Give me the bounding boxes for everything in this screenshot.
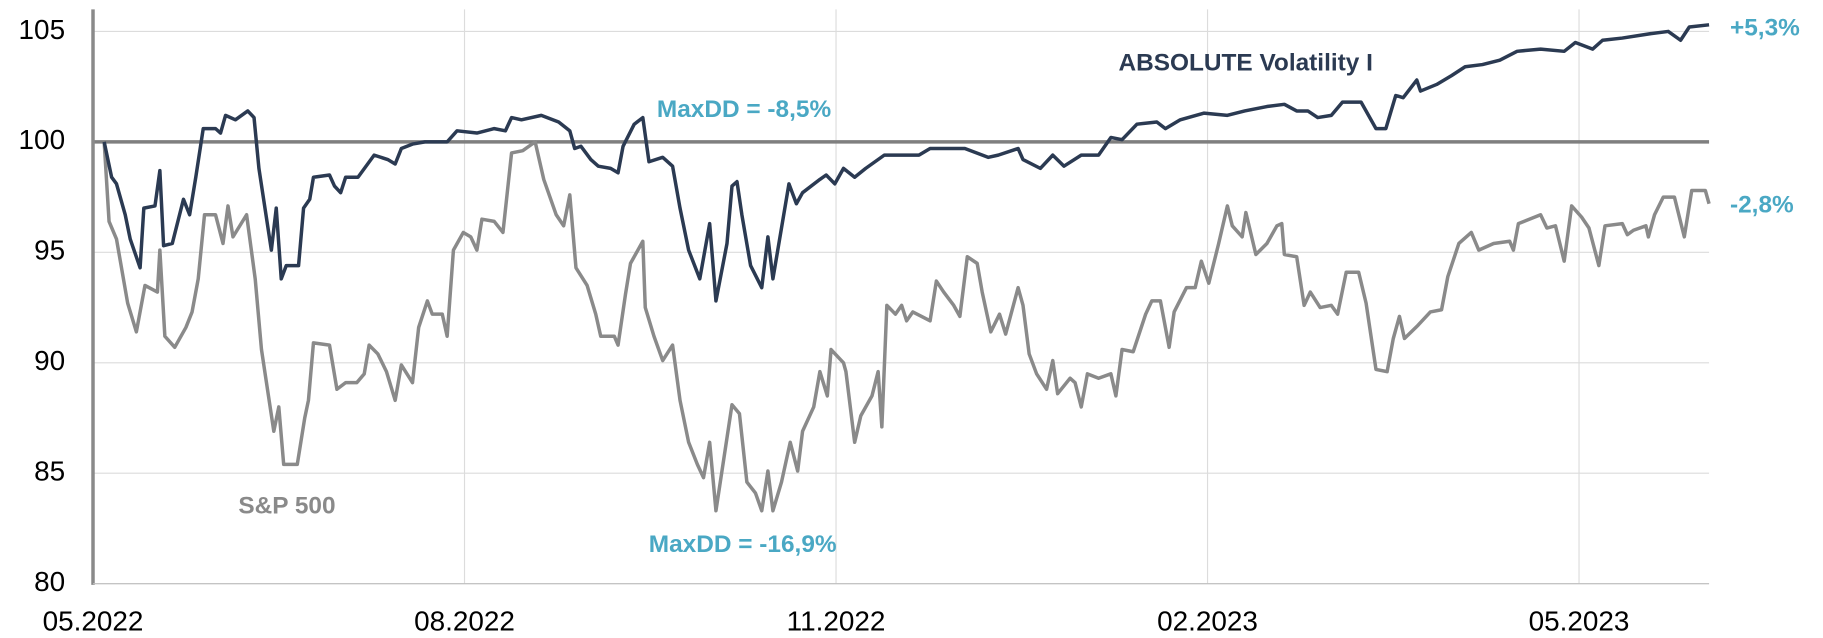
y-tick-label: 105 bbox=[19, 14, 66, 45]
series-line bbox=[102, 140, 1711, 513]
y-tick-label: 100 bbox=[19, 124, 66, 155]
annotation: MaxDD = -16,9% bbox=[649, 531, 837, 558]
series-line bbox=[102, 23, 1710, 303]
annotation: MaxDD = -8,5% bbox=[657, 96, 832, 123]
x-tick-label: 11.2022 bbox=[787, 606, 886, 637]
end-label: -2,8% bbox=[1730, 191, 1794, 218]
series-label: S&P 500 bbox=[238, 492, 335, 519]
y-tick-label: 85 bbox=[34, 456, 65, 487]
x-tick-label: 02.2023 bbox=[1157, 606, 1258, 637]
y-tick-label: 90 bbox=[34, 345, 65, 376]
x-tick-label: 05.2022 bbox=[43, 606, 144, 637]
end-label: +5,3% bbox=[1730, 15, 1800, 42]
y-tick-label: 95 bbox=[34, 235, 65, 266]
series-label: ABSOLUTE Volatility I bbox=[1118, 49, 1372, 76]
y-tick-label: 80 bbox=[34, 566, 65, 597]
x-tick-label: 08.2022 bbox=[414, 606, 515, 637]
x-tick-label: 05.2023 bbox=[1529, 606, 1630, 637]
